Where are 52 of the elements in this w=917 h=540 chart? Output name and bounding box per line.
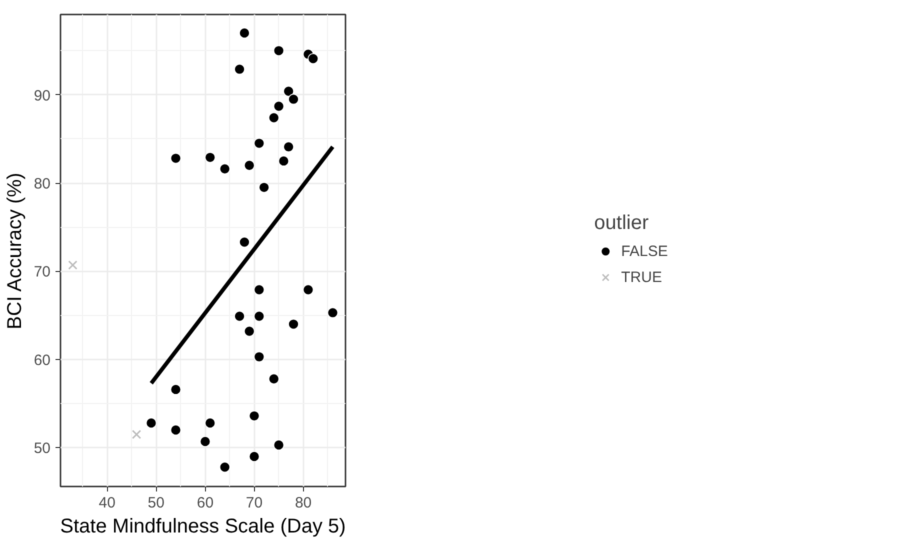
point bbox=[288, 318, 299, 330]
point bbox=[278, 156, 290, 166]
point bbox=[248, 410, 260, 422]
point bbox=[302, 284, 314, 296]
point bbox=[170, 152, 182, 164]
point bbox=[132, 430, 142, 440]
point bbox=[273, 440, 284, 450]
point bbox=[68, 260, 78, 270]
legend-label: TRUE bbox=[621, 268, 662, 286]
point bbox=[146, 418, 157, 428]
y-tick-label: 50 bbox=[34, 440, 51, 458]
point bbox=[283, 86, 294, 97]
point bbox=[219, 164, 230, 174]
point bbox=[254, 284, 265, 296]
y-tick-label: 60 bbox=[34, 352, 51, 369]
point bbox=[204, 418, 216, 428]
point bbox=[273, 100, 284, 112]
point bbox=[204, 152, 216, 163]
point bbox=[254, 310, 265, 322]
point bbox=[258, 182, 270, 193]
y-tick-label: 70 bbox=[34, 264, 51, 281]
point bbox=[200, 436, 211, 447]
point bbox=[219, 462, 230, 472]
point bbox=[170, 424, 182, 436]
point bbox=[244, 326, 255, 337]
legend-title: outlier bbox=[594, 212, 650, 235]
point bbox=[268, 112, 280, 124]
point bbox=[254, 138, 265, 149]
x-tick-label: 40 bbox=[98, 494, 116, 512]
x-tick-label: 70 bbox=[246, 494, 263, 512]
y-tick-label: 80 bbox=[34, 176, 51, 193]
point bbox=[254, 351, 265, 362]
point bbox=[244, 160, 255, 171]
legend-label: FALSE bbox=[621, 242, 668, 260]
x-tick-label: 80 bbox=[294, 494, 312, 512]
point bbox=[239, 236, 250, 248]
point bbox=[288, 94, 299, 105]
point bbox=[273, 45, 284, 56]
x-tick-label: 50 bbox=[148, 494, 164, 512]
point bbox=[239, 28, 250, 38]
point bbox=[283, 141, 294, 152]
point bbox=[268, 373, 280, 384]
x-tick-label: 60 bbox=[196, 494, 214, 512]
point bbox=[308, 53, 319, 64]
point bbox=[170, 384, 182, 395]
point bbox=[327, 307, 338, 318]
y-axis-title: BCI Accuracy (%) bbox=[4, 172, 26, 330]
point bbox=[234, 64, 245, 75]
point bbox=[248, 451, 260, 462]
point bbox=[234, 310, 245, 322]
y-tick-label: 90 bbox=[34, 87, 51, 104]
x-axis-title: State Mindfulness Scale (Day 5) bbox=[60, 516, 346, 538]
